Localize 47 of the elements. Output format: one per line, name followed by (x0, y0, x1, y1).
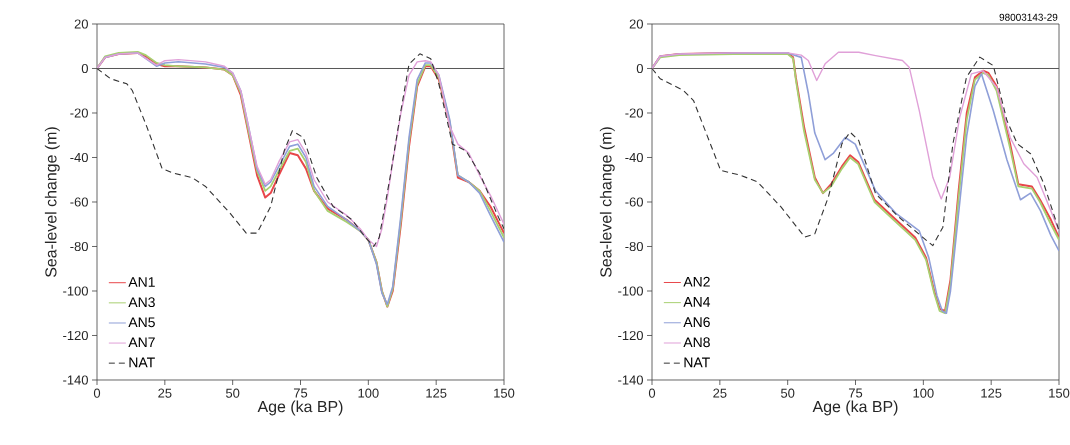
legend-label: AN2 (683, 276, 710, 287)
y-tick-label: -20 (625, 108, 643, 118)
legend-label: AN7 (128, 337, 155, 348)
x-tick-label: 125 (426, 388, 447, 398)
y-tick-label: -40 (70, 152, 88, 163)
y-tick-label: -80 (70, 241, 88, 252)
text: 98003143-29 (999, 13, 1058, 21)
y-tick-label: -120 (63, 330, 88, 341)
x-axis-title: Age (ka BP) (257, 400, 343, 416)
y-tick-label: -20 (70, 108, 88, 118)
y-axis-title: Sea-level change (m) (599, 127, 615, 278)
x-tick-label: 0 (93, 388, 101, 398)
x-tick-label: 75 (848, 388, 863, 398)
y-tick-label: 20 (629, 19, 643, 29)
legend-label: AN5 (128, 317, 155, 328)
x-tick-label: 100 (358, 388, 379, 398)
x-tick-label: 125 (981, 388, 1002, 398)
y-tick-label: 0 (81, 63, 88, 74)
y-tick-label: -40 (625, 152, 643, 163)
y-tick-label: -120 (618, 330, 643, 341)
legend-label: AN6 (683, 317, 710, 328)
y-tick-label: -100 (63, 286, 88, 296)
y-tick-label: -100 (618, 286, 643, 296)
legend-label: NAT (684, 357, 710, 368)
legend-label: AN1 (128, 277, 155, 287)
y-axis-title: Sea-level change (m) (44, 127, 60, 278)
x-axis-title: Age (ka BP) (812, 400, 898, 416)
legend-label: AN4 (683, 297, 711, 307)
x-tick-label: 25 (713, 388, 727, 398)
y-tick-label: -80 (625, 241, 643, 252)
y-tick-label: -60 (70, 197, 88, 207)
x-tick-label: 150 (1049, 388, 1070, 398)
y-tick-label: -140 (63, 375, 88, 385)
x-tick-label: 50 (780, 388, 795, 398)
x-tick-label: 25 (158, 388, 172, 398)
legend-label: AN8 (683, 337, 710, 348)
x-tick-label: 150 (494, 388, 515, 398)
y-tick-label: -60 (625, 197, 643, 207)
y-tick-label: 20 (74, 19, 88, 29)
x-tick-label: 100 (913, 388, 934, 398)
legend-label: NAT (129, 357, 155, 368)
x-tick-label: 0 (648, 388, 656, 398)
y-tick-label: -140 (618, 375, 643, 385)
x-tick-label: 75 (293, 388, 308, 398)
x-tick-label: 50 (225, 388, 240, 398)
y-tick-label: 0 (636, 63, 643, 74)
legend-label: AN3 (128, 297, 155, 308)
